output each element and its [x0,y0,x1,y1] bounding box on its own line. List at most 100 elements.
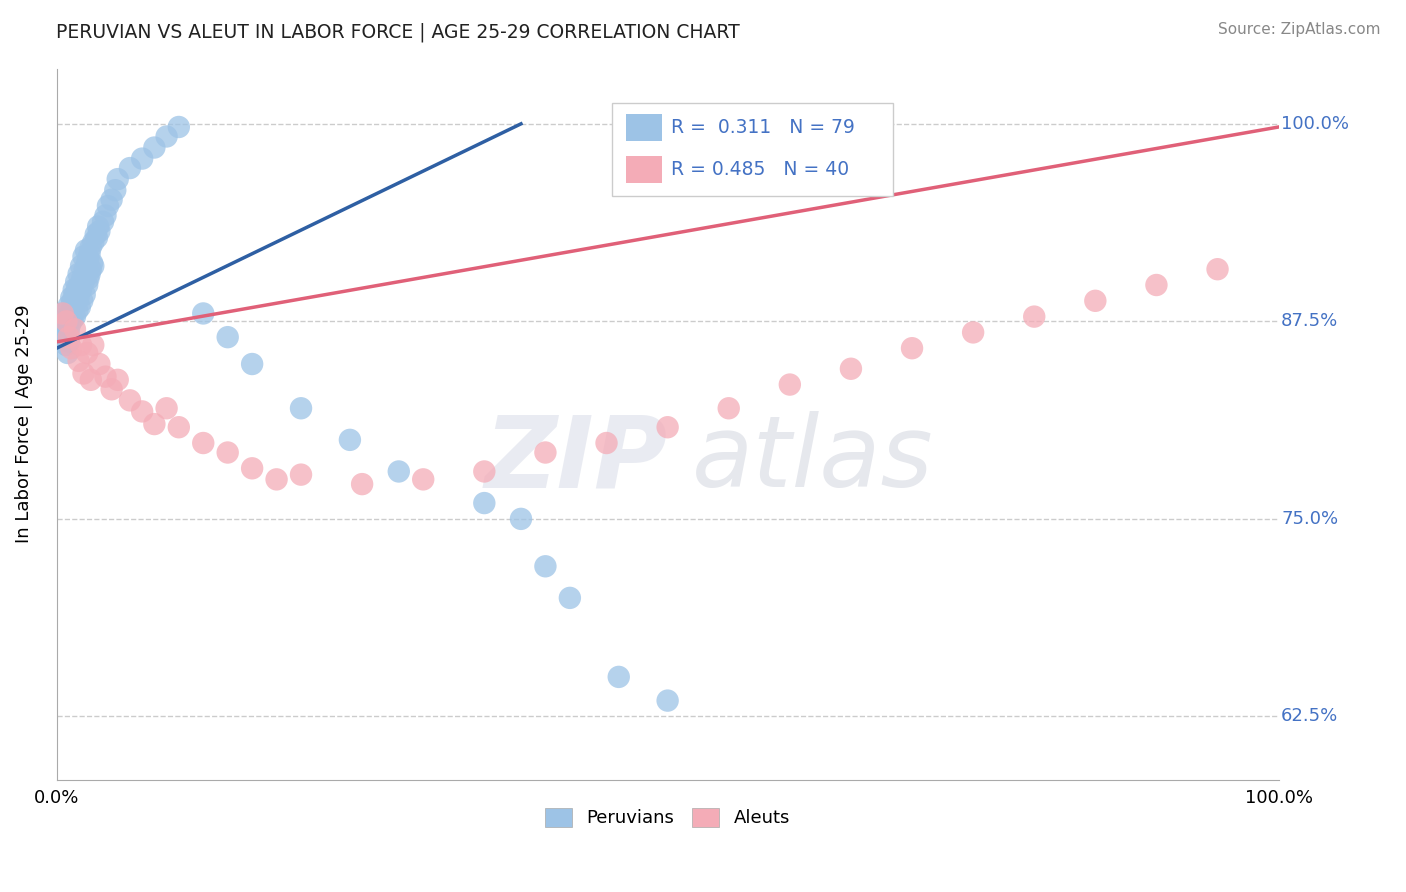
Point [94,209,117,223]
Point [131,152,153,166]
Point [62,293,84,308]
Point [63,287,86,301]
Point [69,300,91,314]
Point [290,467,312,482]
Point [89,357,111,371]
Point [60,291,83,305]
Point [72,293,94,308]
Point [75,244,97,258]
Point [59,318,82,332]
Point [1024,310,1046,324]
Point [534,445,557,459]
Point [62,312,84,326]
Point [60,341,83,355]
Point [100,382,122,396]
Point [58,324,80,338]
Point [89,224,111,238]
Point [58,299,80,313]
Point [69,278,91,293]
Point [60,303,83,318]
Point [76,346,98,360]
Point [266,472,288,486]
Point [70,259,93,273]
Point [65,293,87,308]
Text: 87.5%: 87.5% [1281,312,1339,330]
Point [82,259,104,273]
Point [558,591,581,605]
Point [80,373,103,387]
Text: ZIP: ZIP [485,411,668,508]
Point [62,283,84,297]
Point [76,278,98,293]
Point [76,256,98,270]
Point [91,215,114,229]
Text: R =  0.311   N = 79: R = 0.311 N = 79 [671,118,855,137]
Point [472,496,495,510]
Point [472,465,495,479]
Point [94,369,117,384]
Point [53,326,76,340]
Point [657,420,679,434]
Text: 62.5%: 62.5% [1281,707,1339,725]
Point [77,271,100,285]
Point [53,314,76,328]
Point [97,199,120,213]
Point [107,172,129,186]
Point [901,341,924,355]
Point [217,330,239,344]
Point [82,235,104,250]
Point [72,275,94,289]
Point [167,420,190,434]
Point [607,670,630,684]
Point [62,299,84,313]
Text: 100.0%: 100.0% [1281,115,1350,133]
Point [79,246,101,260]
Point [52,314,75,328]
Legend: Peruvians, Aleuts: Peruvians, Aleuts [537,801,797,835]
Point [67,267,90,281]
Point [1206,262,1229,277]
Text: Source: ZipAtlas.com: Source: ZipAtlas.com [1218,22,1381,37]
Point [55,319,77,334]
Point [1146,278,1168,293]
Point [72,367,94,381]
Point [82,338,104,352]
Point [72,250,94,264]
Point [143,417,166,431]
Point [58,334,80,349]
Point [72,271,94,285]
Point [717,401,740,416]
Point [80,240,103,254]
Point [107,373,129,387]
Point [339,433,361,447]
Point [167,120,190,134]
Point [534,559,557,574]
Point [63,322,86,336]
Point [52,330,75,344]
Point [79,267,101,281]
Point [131,404,153,418]
Point [56,346,79,360]
Point [55,338,77,352]
Point [839,361,862,376]
Point [657,693,679,707]
Text: PERUVIAN VS ALEUT IN LABOR FORCE | AGE 25-29 CORRELATION CHART: PERUVIAN VS ALEUT IN LABOR FORCE | AGE 2… [56,22,740,42]
Point [73,262,96,277]
Point [65,275,87,289]
Point [59,306,82,320]
Point [779,377,801,392]
Point [100,193,122,207]
Point [58,312,80,326]
Point [52,306,75,320]
Point [118,393,141,408]
Point [73,287,96,301]
Point [55,314,77,328]
Point [510,512,533,526]
Point [155,401,177,416]
Point [240,357,263,371]
Point [87,219,110,234]
Point [70,338,93,352]
Point [388,465,411,479]
Text: 75.0%: 75.0% [1281,510,1339,528]
Point [193,306,215,320]
